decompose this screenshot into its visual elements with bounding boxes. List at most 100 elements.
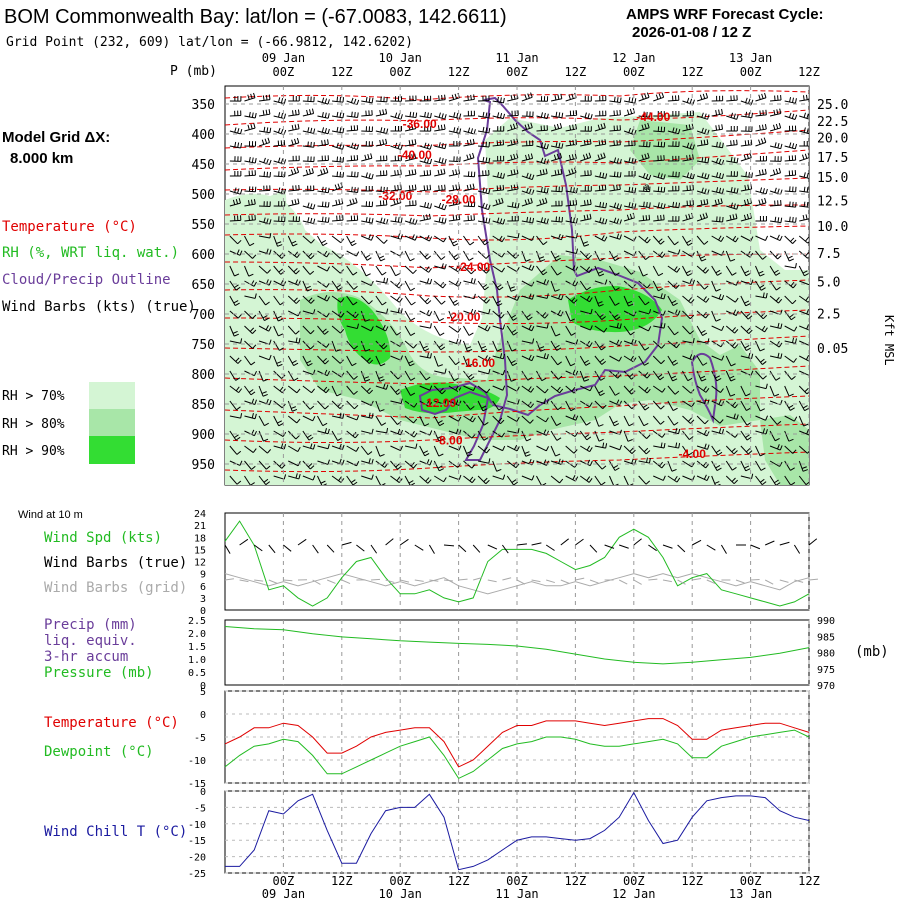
barb-flag: [352, 271, 358, 276]
wind-barb: [273, 216, 286, 223]
barb-shaft: [258, 355, 270, 361]
barb-flag: [501, 267, 506, 273]
surface-grid-wind-barb: [589, 579, 599, 584]
surface-grid-wind-barb: [560, 579, 570, 584]
wind-barb: [580, 308, 593, 315]
bottom-date-label: 09 Jan: [262, 887, 305, 900]
wind-barb: [419, 265, 432, 273]
barb-shaft: [346, 280, 355, 290]
barb-flag: [532, 338, 535, 344]
pressure-tick-label: 970: [817, 681, 835, 692]
barb-shaft: [434, 173, 446, 177]
surface-grid-wind-barb: [341, 579, 351, 585]
surface-grid-wind-barb: [575, 577, 585, 581]
wind-barb: [536, 293, 549, 299]
barb-flag: [587, 113, 590, 119]
barb-shaft: [375, 265, 383, 276]
barb-shaft: [229, 460, 241, 466]
barb-shaft: [287, 385, 298, 394]
barb-shaft: [550, 400, 559, 411]
barb-flag: [262, 393, 268, 397]
barb-flag: [250, 199, 253, 205]
barb-flag: [423, 215, 426, 221]
barb-shaft: [346, 445, 357, 452]
barb-flag: [324, 330, 329, 335]
barb-flag: [307, 362, 313, 367]
barb-flag: [424, 157, 427, 163]
barb-shaft: [492, 235, 503, 243]
wind-barb: [244, 170, 256, 177]
barb-flag: [438, 453, 444, 457]
barb-flag: [252, 329, 257, 334]
wind-barb: [492, 235, 506, 243]
barb-flag: [496, 348, 502, 352]
barb-flag: [310, 127, 313, 133]
barb-flag: [574, 281, 579, 287]
barb-shaft: [229, 265, 235, 277]
wind-barb: [477, 202, 491, 211]
barb-shaft: [375, 190, 387, 193]
barb-flag: [452, 215, 455, 221]
wind-barb: [434, 157, 447, 165]
barb-flag: [558, 112, 561, 118]
wind-barb: [565, 325, 576, 336]
barb-flag: [517, 399, 520, 405]
barb-flag: [546, 293, 549, 299]
barb-shaft: [287, 415, 298, 424]
barb-flag: [589, 213, 592, 219]
barb-flag: [232, 199, 236, 205]
barb-shaft: [477, 310, 489, 315]
barb-flag: [795, 217, 797, 223]
barb-flag: [426, 255, 432, 260]
wind-barb: [536, 475, 547, 485]
wind-barb: [273, 112, 287, 120]
barb-shaft: [302, 189, 314, 192]
barb-flag: [307, 141, 309, 147]
barb-flag: [365, 348, 371, 352]
wind-barb: [258, 109, 271, 117]
barb-flag: [546, 399, 549, 405]
barb-flag: [295, 270, 300, 275]
barb-shaft: [361, 415, 373, 419]
barb-shaft: [390, 115, 402, 120]
barb-flag: [326, 312, 330, 318]
barb-shaft: [302, 355, 309, 366]
barb-shaft: [390, 475, 400, 483]
wind-barb: [579, 355, 591, 366]
barb-flag: [586, 340, 591, 346]
temperature-contour-label: -44.00: [636, 110, 670, 124]
barb-shaft: [404, 355, 411, 367]
barb-shaft: [565, 158, 577, 162]
barb-flag: [381, 342, 386, 348]
surface-wind-barb: [779, 541, 790, 546]
wind-barb: [273, 325, 284, 337]
barb-flag: [458, 445, 462, 451]
wind-barb: [332, 96, 345, 103]
barb-shaft: [390, 385, 398, 395]
surface-grid-wind-barb: [458, 578, 468, 581]
barb-flag: [467, 349, 473, 352]
barb-flag: [543, 459, 547, 465]
wind-barb: [580, 295, 593, 303]
barb-shaft: [492, 415, 501, 425]
barb-flag: [426, 234, 430, 240]
barb-flag: [313, 128, 316, 134]
barb-flag: [765, 109, 767, 115]
barb-flag: [355, 197, 358, 203]
bottom-time-tick-label: 12Z: [448, 874, 470, 888]
barb-flag: [294, 251, 299, 257]
wind-barb: [360, 370, 371, 382]
barb-flag: [554, 344, 560, 349]
pressure-tick-label: 350: [192, 98, 215, 113]
barb-flag: [381, 461, 386, 467]
barb-shaft: [579, 235, 585, 247]
wind-barb: [477, 400, 488, 412]
barb-shaft: [346, 295, 354, 306]
wind-barb: [361, 141, 373, 147]
barb-flag: [458, 474, 462, 480]
wind-barb: [492, 324, 506, 330]
barb-flag: [453, 254, 458, 258]
barb-flag: [483, 422, 489, 426]
barb-shaft: [273, 475, 285, 480]
wind-barb: [346, 400, 359, 410]
